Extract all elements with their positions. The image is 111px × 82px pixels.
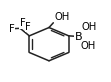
Text: OH: OH [54,12,70,22]
Text: F: F [25,22,31,32]
Text: F: F [9,24,15,34]
Text: OH: OH [80,41,95,51]
Text: OH: OH [81,22,96,32]
Text: B: B [75,32,83,42]
Text: F: F [20,18,26,28]
